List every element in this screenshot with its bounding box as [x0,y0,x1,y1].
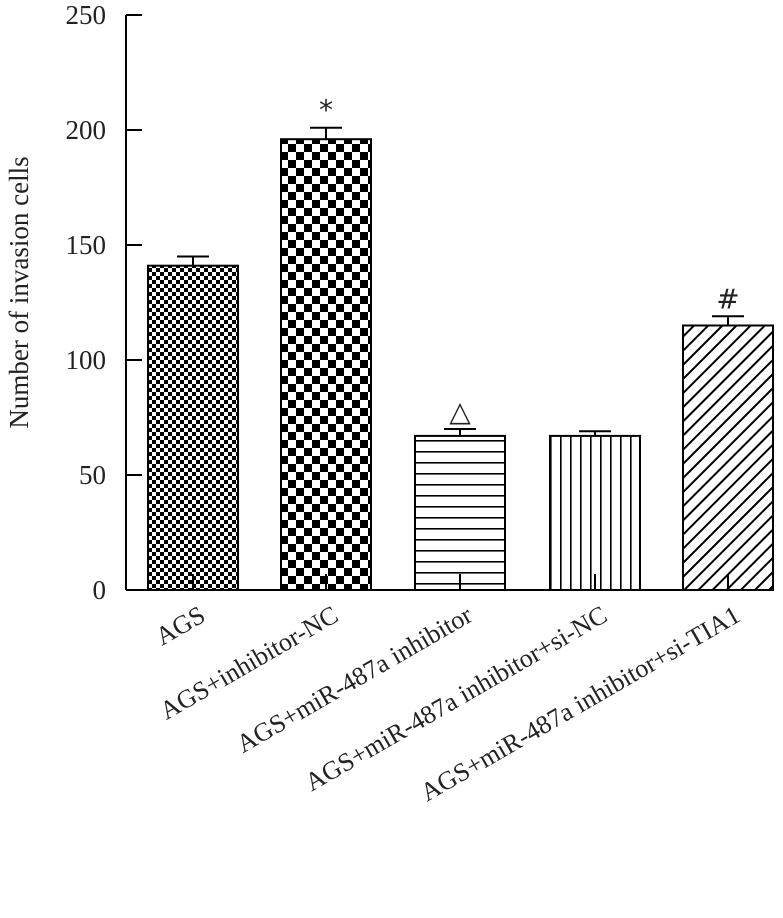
y-tick-label-1: 50 [79,460,106,490]
bar-0 [147,264,239,591]
annotation-1: * [319,94,333,127]
y-tick-label-0: 0 [93,575,107,605]
annotation-2: △ [449,395,471,428]
y-tick-label-4: 200 [66,115,107,145]
y-tick-label-2: 100 [66,345,107,375]
plot-area: 0 50 100 150 200 250 Number of invasion cells A… [4,0,774,807]
x-tick-label-0: AGS [150,600,210,651]
y-tick-label-5: 250 [66,0,107,30]
bar-1 [280,138,372,591]
bar-4 [682,324,774,591]
y-axis-label: Number of invasion cells [4,156,34,428]
x-tick-label-2: AGS+miR-487a inhibitor [232,600,478,759]
y-tick-label-3: 150 [66,230,107,260]
bar-2 [414,434,506,591]
bar-3 [549,434,641,591]
annotation-4: # [716,282,739,315]
